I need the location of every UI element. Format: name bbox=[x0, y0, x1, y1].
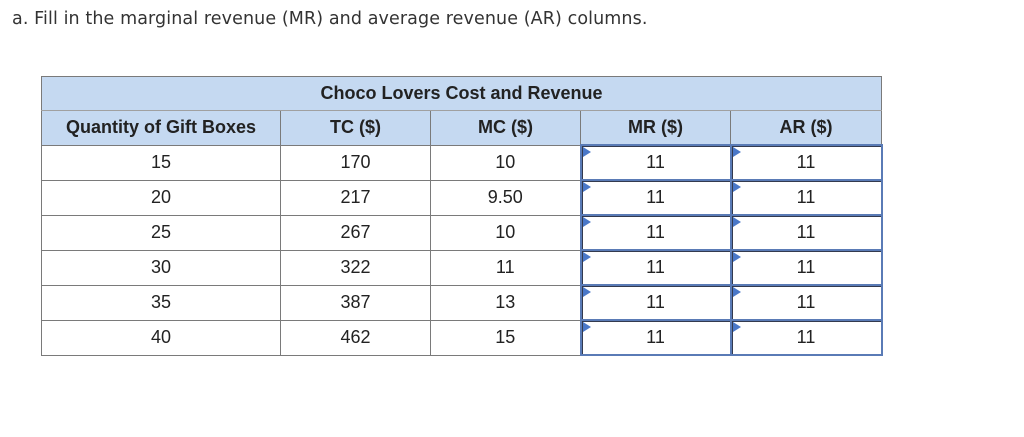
ar-input[interactable]: 11 bbox=[729, 249, 883, 286]
mr-value: 11 bbox=[646, 222, 665, 242]
mr-input[interactable]: 11 bbox=[579, 319, 732, 356]
cost-revenue-table: Choco Lovers Cost and Revenue Quantity o… bbox=[40, 76, 883, 356]
input-flag-icon bbox=[732, 217, 741, 227]
mr-input[interactable]: 11 bbox=[579, 284, 732, 321]
mc-cell: 11 bbox=[430, 249, 581, 286]
column-header-tc: TC ($) bbox=[280, 110, 431, 146]
input-flag-icon bbox=[582, 147, 591, 157]
quantity-cell: 20 bbox=[41, 179, 281, 216]
column-header-ar: AR ($) bbox=[729, 110, 883, 146]
tc-cell: 267 bbox=[280, 214, 431, 251]
quantity-cell: 25 bbox=[41, 214, 281, 251]
mc-cell: 15 bbox=[430, 319, 581, 356]
ar-input[interactable]: 11 bbox=[729, 284, 883, 321]
input-flag-icon bbox=[582, 182, 591, 192]
ar-value: 11 bbox=[796, 257, 816, 277]
input-flag-icon bbox=[732, 147, 741, 157]
quantity-cell: 40 bbox=[41, 319, 281, 356]
quantity-cell: 35 bbox=[41, 284, 281, 321]
input-flag-icon bbox=[732, 287, 741, 297]
tc-cell: 462 bbox=[280, 319, 431, 356]
quantity-cell: 15 bbox=[41, 144, 281, 181]
ar-input[interactable]: 11 bbox=[729, 214, 883, 251]
ar-value: 11 bbox=[796, 292, 816, 312]
table-row: 15 170 10 11 11 bbox=[41, 144, 883, 181]
input-flag-icon bbox=[732, 252, 741, 262]
input-flag-icon bbox=[732, 322, 741, 332]
mr-input[interactable]: 11 bbox=[579, 179, 732, 216]
table-row: 25 267 10 11 11 bbox=[41, 214, 883, 251]
mc-cell: 10 bbox=[430, 144, 581, 181]
question-prompt: a. Fill in the marginal revenue (MR) and… bbox=[12, 9, 648, 29]
tc-cell: 217 bbox=[280, 179, 431, 216]
mr-value: 11 bbox=[646, 292, 665, 312]
tc-cell: 170 bbox=[280, 144, 431, 181]
table-row: 20 217 9.50 11 11 bbox=[41, 179, 883, 216]
input-flag-icon bbox=[732, 182, 741, 192]
input-flag-icon bbox=[582, 322, 591, 332]
ar-value: 11 bbox=[796, 152, 816, 172]
ar-value: 11 bbox=[796, 222, 816, 242]
mr-input[interactable]: 11 bbox=[579, 144, 732, 181]
ar-input[interactable]: 11 bbox=[729, 179, 883, 216]
input-flag-icon bbox=[582, 217, 591, 227]
table-row: 40 462 15 11 11 bbox=[41, 319, 883, 356]
ar-value: 11 bbox=[796, 327, 816, 347]
mc-cell: 10 bbox=[430, 214, 581, 251]
tc-cell: 387 bbox=[280, 284, 431, 321]
column-header-mc: MC ($) bbox=[430, 110, 581, 146]
table-caption: Choco Lovers Cost and Revenue bbox=[40, 76, 883, 111]
mr-value: 11 bbox=[646, 152, 665, 172]
mr-value: 11 bbox=[646, 327, 665, 347]
mr-value: 11 bbox=[646, 257, 665, 277]
ar-value: 11 bbox=[796, 187, 816, 207]
input-flag-icon bbox=[582, 287, 591, 297]
table-row: 35 387 13 11 11 bbox=[41, 284, 883, 321]
table-row: 30 322 11 11 11 bbox=[41, 249, 883, 286]
mc-cell: 9.50 bbox=[430, 179, 581, 216]
column-header-quantity: Quantity of Gift Boxes bbox=[41, 110, 281, 146]
ar-input[interactable]: 11 bbox=[729, 319, 883, 356]
ar-input[interactable]: 11 bbox=[729, 144, 883, 181]
mr-value: 11 bbox=[646, 187, 665, 207]
input-flag-icon bbox=[582, 252, 591, 262]
tc-cell: 322 bbox=[280, 249, 431, 286]
quantity-cell: 30 bbox=[41, 249, 281, 286]
mc-cell: 13 bbox=[430, 284, 581, 321]
mr-input[interactable]: 11 bbox=[579, 214, 732, 251]
column-header-mr: MR ($) bbox=[580, 110, 731, 146]
mr-input[interactable]: 11 bbox=[579, 249, 732, 286]
